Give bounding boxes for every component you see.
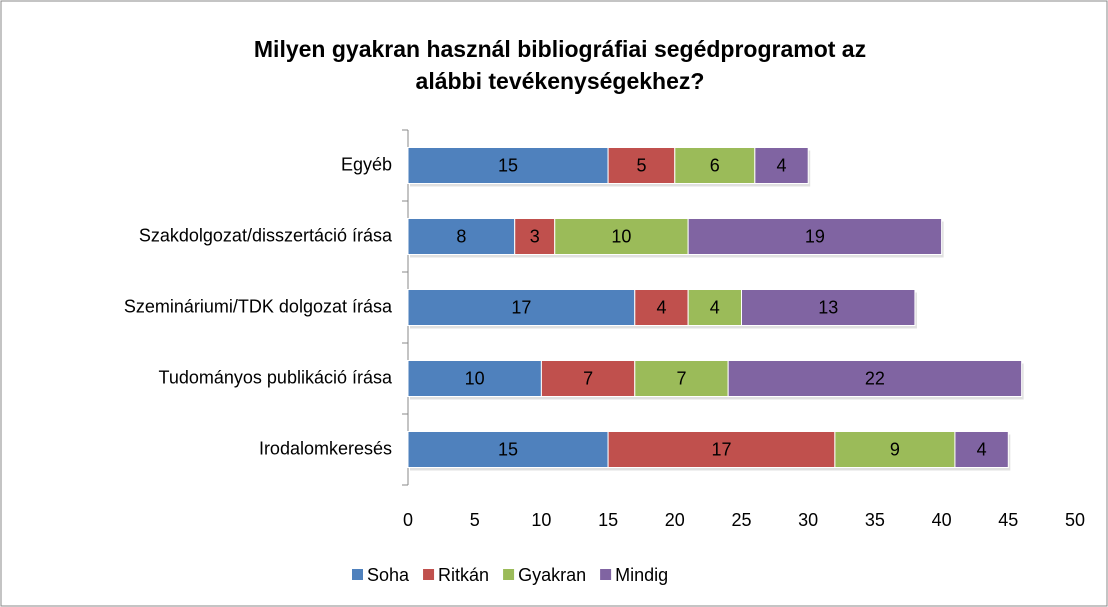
x-tick-label: 35: [865, 510, 885, 530]
chart-title: alábbi tevékenységekhez?: [416, 68, 705, 94]
y-tick-label: Szakdolgozat/disszertáció írása: [139, 225, 393, 245]
legend-swatch: [600, 569, 612, 580]
data-label: 4: [656, 297, 666, 317]
y-tick-label: Egyéb: [341, 154, 392, 174]
bar-segment: [754, 147, 809, 184]
bar-segment: [407, 218, 516, 255]
data-label: 7: [676, 368, 686, 388]
y-tick-label: Szemináriumi/TDK dolgozat írása: [124, 296, 393, 316]
x-tick-label: 45: [998, 510, 1018, 530]
y-tick-label: Irodalomkeresés: [259, 438, 392, 458]
data-label: 8: [456, 226, 466, 246]
x-tick-label: 40: [932, 510, 952, 530]
y-tick-label: Tudományos publikáció írása: [159, 367, 393, 387]
bar-segment: [514, 218, 556, 255]
data-label: 5: [636, 155, 646, 175]
data-label: 13: [818, 297, 838, 317]
chart-title: Milyen gyakran használ bibliográfiai seg…: [254, 36, 866, 62]
data-label: 3: [530, 226, 540, 246]
bar-segment: [607, 147, 676, 184]
bar-segment: [540, 360, 636, 397]
x-tick-label: 5: [470, 510, 480, 530]
x-tick-label: 25: [731, 510, 751, 530]
bar-segment: [834, 431, 956, 468]
data-label: 6: [710, 155, 720, 175]
legend-swatch: [352, 569, 363, 580]
bar-segment: [954, 431, 1009, 468]
x-tick-label: 50: [1065, 510, 1085, 530]
legend-swatch: [423, 569, 435, 580]
bar-segment: [407, 147, 609, 184]
bar-segment: [687, 218, 943, 255]
data-label: 10: [465, 368, 485, 388]
bar-segment: [407, 360, 542, 397]
data-label: 17: [711, 439, 731, 459]
x-tick-label: 30: [798, 510, 818, 530]
x-tick-label: 20: [665, 510, 685, 530]
data-label: 7: [583, 368, 593, 388]
data-label: 9: [890, 439, 900, 459]
x-tick-label: 0: [403, 510, 413, 530]
legend-label: Soha: [367, 565, 410, 585]
bar-segment: [727, 360, 1023, 397]
data-label: 19: [805, 226, 825, 246]
data-label: 4: [710, 297, 720, 317]
data-label: 22: [865, 368, 885, 388]
bar-segment: [407, 431, 609, 468]
bar-segment: [554, 218, 689, 255]
bar-segment: [634, 360, 729, 397]
legend-label: Gyakran: [518, 565, 586, 585]
data-label: 4: [777, 155, 787, 175]
data-label: 15: [498, 155, 518, 175]
data-label: 4: [977, 439, 987, 459]
bar-segment: [407, 289, 636, 326]
legend-swatch: [503, 569, 515, 580]
bar-segment: [741, 289, 916, 326]
data-label: 15: [498, 439, 518, 459]
x-tick-label: 10: [531, 510, 551, 530]
x-tick-label: 15: [598, 510, 618, 530]
legend-label: Ritkán: [438, 565, 489, 585]
bar-segment: [634, 289, 689, 326]
legend-label: Mindig: [615, 565, 668, 585]
bar-segment: [687, 289, 743, 326]
bar-segment: [607, 431, 836, 468]
data-label: 17: [511, 297, 531, 317]
data-label: 10: [611, 226, 631, 246]
